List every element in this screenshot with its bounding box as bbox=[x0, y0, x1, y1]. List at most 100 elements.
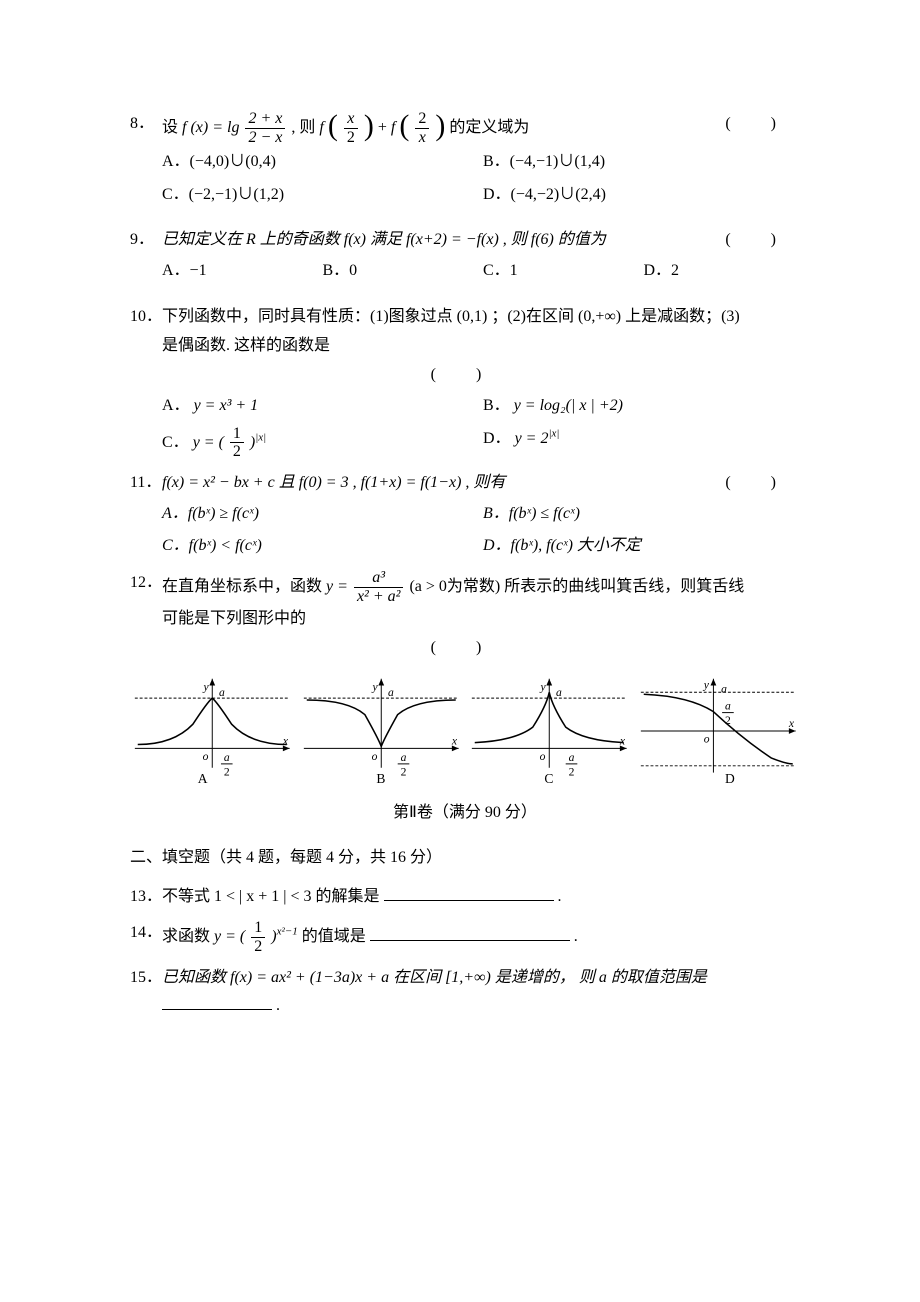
half-a-d: 2 bbox=[725, 714, 731, 727]
q8-frac3-d: x bbox=[415, 128, 429, 147]
q11-opt-a: A．f(bˣ) ≥ f(cˣ) bbox=[158, 498, 479, 531]
origin-label: o bbox=[371, 750, 377, 763]
q9-options: A．−1 B．0 C．1 D．2 bbox=[158, 255, 800, 288]
q8-mid: , 则 bbox=[291, 119, 319, 136]
opt-d-sup: |x| bbox=[548, 427, 559, 439]
q8-f2: f bbox=[319, 119, 327, 136]
origin-label: o bbox=[703, 733, 709, 746]
fill-blank bbox=[162, 993, 272, 1010]
opt-d-y: y = 2 bbox=[515, 430, 549, 447]
q8-frac3-n: 2 bbox=[415, 110, 429, 128]
question-13: 13． 不等式 1 < | x + 1 | < 3 的解集是 . bbox=[130, 883, 800, 912]
q10-body: 下列函数中，同时具有性质：(1)图象过点 (0,1) ；(2)在区间 (0,+∞… bbox=[162, 303, 800, 332]
half-a-n: a bbox=[725, 700, 731, 713]
q15-text: 已知函数 f(x) = ax² + (1−3a)x + a 在区间 [1,+∞)… bbox=[162, 964, 800, 993]
q8-opt-d: D．(−4,−2)∪(2,4) bbox=[479, 179, 800, 212]
q10-options: A． y = x³ + 1 B． y = log₂(| x | +2) C． y… bbox=[158, 390, 800, 463]
opt-a-pre: A． bbox=[162, 397, 190, 414]
period: . bbox=[558, 888, 562, 905]
q13-num: 13． bbox=[130, 883, 162, 912]
q8-stem: 8． 设 f (x) = lg 2 + x 2 − x , 则 f ( x 2 … bbox=[130, 110, 800, 146]
q12-figures: y a o x a 2 A y a o x bbox=[130, 671, 800, 787]
x-axis-label: x bbox=[450, 734, 457, 747]
q14-body: 求函数 y = ( 1 2 )x²−1 的值域是 . bbox=[162, 919, 800, 955]
q11-body: f(x) = x² − bx + c 且 f(0) = 3 , f(1+x) =… bbox=[162, 469, 800, 498]
q8-frac1: 2 + x 2 − x bbox=[245, 110, 285, 146]
q12-stem: 12． 在直角坐标系中，函数 y = a³ x² + a² (a > 0为常数)… bbox=[130, 569, 800, 605]
question-12: 12． 在直角坐标系中，函数 y = a³ x² + a² (a > 0为常数)… bbox=[130, 569, 800, 787]
half-a-n: a bbox=[224, 751, 230, 764]
q8-frac1-n: 2 + x bbox=[245, 110, 285, 128]
question-8: 8． 设 f (x) = lg 2 + x 2 − x , 则 f ( x 2 … bbox=[130, 110, 800, 212]
q10-stem2: 是偶函数. 这样的函数是 bbox=[162, 332, 800, 361]
section-2-title: 第Ⅱ卷（满分 90 分） bbox=[130, 799, 800, 828]
y-axis-label: y bbox=[371, 680, 378, 693]
opt-c-y: y = ( bbox=[193, 433, 224, 450]
q11-opt-c: C．f(bˣ) < f(cˣ) bbox=[158, 530, 479, 563]
q8-frac2-n: x bbox=[344, 110, 358, 128]
fig-label-a: A bbox=[198, 771, 208, 786]
figure-b-svg: y a o x a 2 B bbox=[299, 671, 464, 787]
q14-num: 14． bbox=[130, 919, 162, 948]
q10-c-frac: 1 2 bbox=[230, 425, 244, 461]
q13-stem: 13． 不等式 1 < | x + 1 | < 3 的解集是 . bbox=[130, 883, 800, 912]
q10-opt-d: D． y = 2|x| bbox=[479, 423, 800, 463]
q11-num: 11． bbox=[130, 469, 162, 498]
fill-blank bbox=[384, 884, 554, 901]
question-11: 11． f(x) = x² − bx + c 且 f(0) = 3 , f(1+… bbox=[130, 469, 800, 563]
q8-frac1-d: 2 − x bbox=[245, 128, 285, 147]
q10-opt-b: B． y = log₂(| x | +2) bbox=[479, 390, 800, 423]
part2-heading: 二、填空题（共 4 题，每题 4 分，共 16 分） bbox=[130, 844, 800, 873]
q8-frac2-d: 2 bbox=[344, 128, 358, 147]
period: . bbox=[574, 928, 578, 945]
opt-b-expr: y = log₂(| x | +2) bbox=[514, 397, 623, 414]
q8-frac3: 2 x bbox=[415, 110, 429, 146]
half-a-n: a bbox=[400, 751, 406, 764]
q12-num: 12． bbox=[130, 569, 162, 598]
figure-a-svg: y a o x a 2 A bbox=[130, 671, 295, 787]
y-axis-label: y bbox=[540, 680, 547, 693]
origin-label: o bbox=[203, 750, 209, 763]
q8-opt-a: A．(−4,0)∪(0,4) bbox=[158, 146, 479, 179]
q9-opt-c: C．1 bbox=[479, 255, 640, 288]
q12-y: y = bbox=[326, 578, 352, 595]
q10-num: 10． bbox=[130, 303, 162, 332]
q15-stem: 15． 已知函数 f(x) = ax² + (1−3a)x + a 在区间 [1… bbox=[130, 964, 800, 993]
q14-frac: 1 2 bbox=[251, 919, 265, 955]
frac-n: 1 bbox=[251, 919, 265, 937]
q8-opt-c: C．(−2,−1)∪(1,2) bbox=[158, 179, 479, 212]
fill-blank bbox=[370, 924, 570, 941]
question-9: 9． 已知定义在 R 上的奇函数 f(x) 满足 f(x+2) = −f(x) … bbox=[130, 226, 800, 288]
q9-stem: 9． 已知定义在 R 上的奇函数 f(x) 满足 f(x+2) = −f(x) … bbox=[130, 226, 800, 255]
q10-stem: 10． 下列函数中，同时具有性质：(1)图象过点 (0,1) ；(2)在区间 (… bbox=[130, 303, 800, 332]
q10-opt-a: A． y = x³ + 1 bbox=[158, 390, 479, 423]
question-14: 14． 求函数 y = ( 1 2 )x²−1 的值域是 . bbox=[130, 919, 800, 955]
q12-pre: 在直角坐标系中，函数 bbox=[162, 578, 326, 595]
q11-options: A．f(bˣ) ≥ f(cˣ) B．f(bˣ) ≤ f(cˣ) C．f(bˣ) … bbox=[158, 498, 800, 564]
answer-paren: ( ) bbox=[130, 634, 800, 663]
q9-body: 已知定义在 R 上的奇函数 f(x) 满足 f(x+2) = −f(x) , 则… bbox=[162, 226, 800, 255]
q12-mid: (a > 0为常数) 所表示的曲线叫箕舌线，则箕舌线 bbox=[409, 578, 744, 595]
q9-opt-a: A．−1 bbox=[158, 255, 319, 288]
a-label: a bbox=[219, 686, 225, 699]
rparen-icon: ) bbox=[435, 109, 445, 142]
figure-a: y a o x a 2 A bbox=[130, 671, 295, 787]
half-a-n: a bbox=[569, 751, 575, 764]
x-axis-label: x bbox=[619, 734, 626, 747]
q14-y: y = ( bbox=[214, 928, 245, 945]
q9-opt-d: D．2 bbox=[640, 255, 801, 288]
q12-frac-d: x² + a² bbox=[354, 587, 404, 606]
q8-opt-b: B．(−4,−1)∪(1,4) bbox=[479, 146, 800, 179]
a-label: a bbox=[721, 682, 727, 695]
figure-c-svg: y a o x a 2 C bbox=[467, 671, 632, 787]
q8-text-pre: 设 bbox=[162, 119, 182, 136]
q15-blank-line: . bbox=[162, 992, 800, 1021]
q12-frac: a³ x² + a² bbox=[354, 569, 404, 605]
frac-d: 2 bbox=[230, 442, 244, 461]
answer-paren: ( ) bbox=[130, 361, 800, 390]
x-axis-label: x bbox=[787, 717, 794, 730]
q8-post: 的定义域为 bbox=[449, 119, 529, 136]
q13-text: 不等式 1 < | x + 1 | < 3 的解集是 bbox=[162, 888, 379, 905]
opt-b-pre: B． bbox=[483, 397, 510, 414]
a-label: a bbox=[388, 686, 394, 699]
